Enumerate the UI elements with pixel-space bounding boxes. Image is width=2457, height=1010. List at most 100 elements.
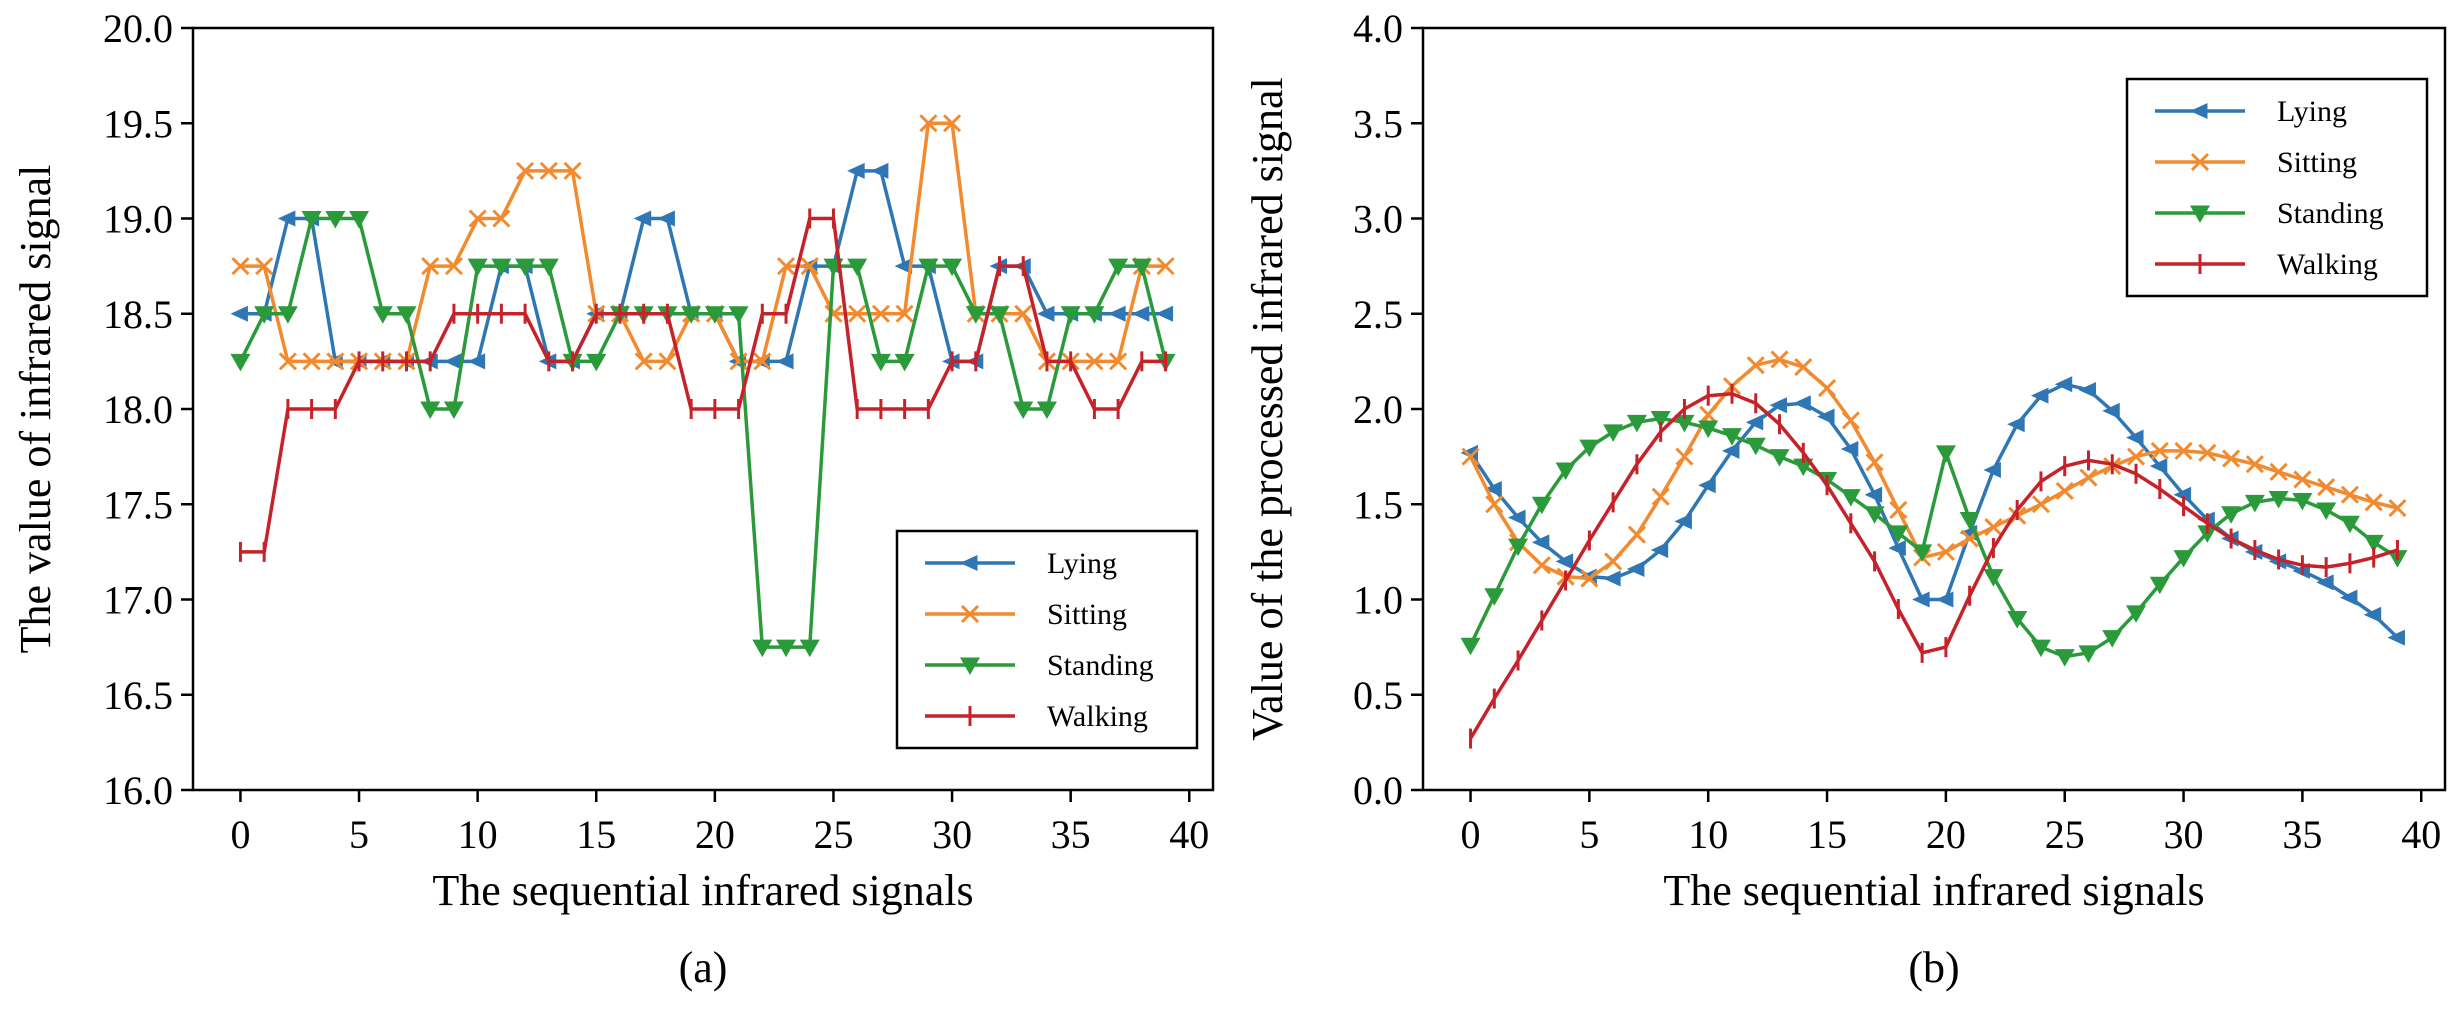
data-point-lying <box>1793 395 1811 412</box>
data-point-lying <box>1935 591 1954 608</box>
data-point-lying <box>1721 442 1740 459</box>
data-point-lying <box>1603 570 1621 587</box>
data-point-sitting <box>1889 500 1908 520</box>
data-point-standing <box>1013 401 1034 419</box>
series-line-walking <box>240 216 1166 554</box>
data-point-standing <box>254 306 275 324</box>
x-tick-label: 0 <box>230 812 250 857</box>
data-point-lying <box>2078 381 2096 398</box>
data-point-sitting <box>871 304 890 323</box>
data-point-standing <box>1531 496 1552 515</box>
data-point-lying <box>1769 397 1788 414</box>
data-point-lying <box>2149 458 2168 475</box>
y-axis-title: The value of infrared signal <box>11 165 60 654</box>
data-point-standing <box>965 306 986 324</box>
data-point-standing <box>1603 424 1624 442</box>
y-tick-label: 16.5 <box>103 673 173 718</box>
data-point-sitting <box>2340 485 2359 504</box>
data-point-standing <box>396 306 417 324</box>
data-point-standing <box>2244 494 2265 513</box>
data-point-sitting <box>2126 447 2146 466</box>
legend-box <box>2125 77 2429 298</box>
data-point-lying <box>1460 444 1479 461</box>
data-point-lying <box>1840 441 1859 458</box>
data-point-sitting <box>1604 552 1623 571</box>
data-point-sitting <box>658 352 677 371</box>
data-point-sitting <box>1461 447 1480 466</box>
series-line-sitting <box>1468 357 2398 581</box>
data-point-lying <box>1131 305 1150 322</box>
data-point-standing <box>301 211 322 229</box>
legend-label: Walking <box>2277 248 2378 281</box>
legend-label: Standing <box>2277 197 2384 230</box>
data-point-standing <box>2197 525 2218 543</box>
data-point-lying <box>230 305 248 322</box>
data-point-standing <box>2339 515 2360 534</box>
data-point-lying <box>1983 461 2001 478</box>
data-point-sitting <box>1085 352 1104 371</box>
data-point-standing <box>586 353 607 372</box>
data-point-sitting <box>2364 493 2383 512</box>
data-point-lying <box>870 162 889 179</box>
legend-marker <box>2190 103 2208 119</box>
data-point-standing <box>1460 637 1481 656</box>
data-point-standing <box>728 306 749 324</box>
y-tick-label: 17.5 <box>103 482 173 527</box>
data-point-sitting <box>2293 470 2312 489</box>
panel-label: (b) <box>1908 943 1959 992</box>
y-tick-label: 3.0 <box>1353 197 1403 242</box>
y-tick-label: 2.5 <box>1353 292 1403 337</box>
data-point-standing <box>1036 401 1057 419</box>
data-point-standing <box>2268 491 2289 509</box>
data-point-lying <box>467 353 486 370</box>
data-point-sitting <box>1699 405 1718 424</box>
series-line-standing <box>1468 416 2399 659</box>
data-point-lying <box>2339 589 2358 606</box>
data-point-standing <box>420 401 441 419</box>
panel-a: 0 5 10 15 20 25 30 35 40 16.0 16.5 17.0 17.5 18.0 18.5… <box>11 6 1215 992</box>
data-point-lying <box>1484 481 1502 498</box>
legend-entry-lying: Lying <box>2155 95 2347 128</box>
data-point-standing <box>230 353 251 372</box>
data-point-lying <box>1155 305 1174 322</box>
data-point-sitting <box>2245 455 2264 474</box>
data-point-standing <box>1983 569 2004 587</box>
data-point-sitting <box>2317 478 2336 497</box>
legend-marker <box>960 657 980 675</box>
data-point-standing <box>989 306 1010 324</box>
data-point-standing <box>1626 414 1647 433</box>
legend-entry-standing: Standing <box>2155 197 2384 230</box>
data-point-lying <box>1531 534 1550 551</box>
data-point-sitting <box>634 352 653 371</box>
data-point-lying <box>847 162 865 179</box>
data-point-standing <box>1084 306 1105 324</box>
data-point-standing <box>1650 411 1671 429</box>
legend-marker <box>960 555 978 571</box>
data-point-standing <box>2007 611 2028 629</box>
y-tick-label: 2.0 <box>1353 387 1403 432</box>
data-point-lying <box>1864 486 1883 503</box>
data-point-sitting <box>2079 468 2098 487</box>
legend-entry-lying: Lying <box>925 547 1117 580</box>
data-point-standing <box>2102 630 2123 648</box>
x-tick-label: 20 <box>695 812 735 857</box>
data-point-standing <box>2078 645 2099 663</box>
data-point-lying <box>776 353 794 370</box>
legend-entry-standing: Standing <box>925 649 1154 682</box>
data-point-standing <box>1721 428 1742 446</box>
data-point-lying <box>2102 402 2120 419</box>
data-point-lying <box>2126 429 2144 446</box>
data-point-sitting <box>1580 569 1599 588</box>
data-point-standing <box>1484 588 1505 606</box>
x-tick-label: 10 <box>458 812 498 857</box>
data-point-standing <box>325 211 346 229</box>
data-point-sitting <box>1746 356 1765 375</box>
y-tick-label: 18.5 <box>103 292 173 337</box>
data-point-sitting <box>1936 542 1955 561</box>
data-point-lying <box>443 353 462 370</box>
data-point-sitting <box>1532 556 1551 575</box>
legend-label: Lying <box>2277 95 2347 128</box>
legend-entry-walking: Walking <box>2155 248 2378 281</box>
series-standing <box>230 211 1176 658</box>
legend: Lying Sitting Standing Walking <box>895 529 1199 750</box>
